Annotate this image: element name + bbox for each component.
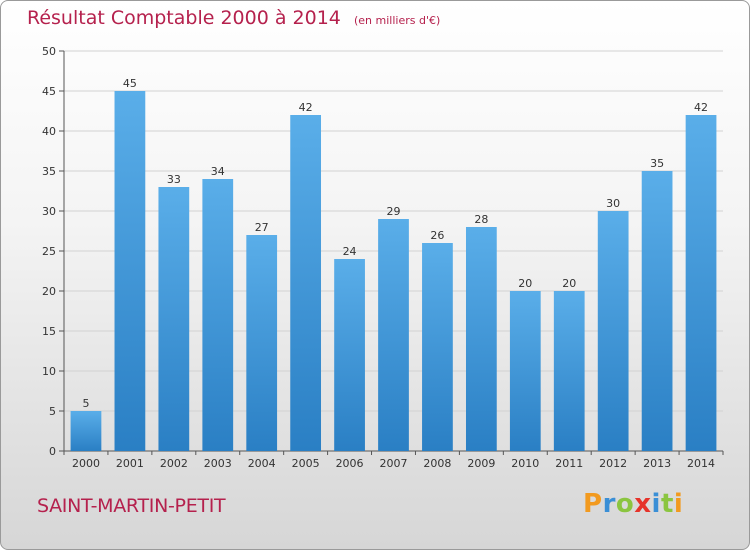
title-block: Résultat Comptable 2000 à 2014 (en milli… [27, 7, 440, 29]
data-label: 33 [167, 173, 181, 186]
logo-letter: r [602, 489, 616, 519]
chart-subtitle: (en milliers d'€) [353, 14, 441, 27]
bar [422, 243, 453, 451]
x-tick-label: 2007 [380, 457, 408, 470]
x-tick-label: 2006 [336, 457, 364, 470]
bar [685, 115, 717, 451]
logo-letter: o [615, 489, 635, 519]
bar [378, 219, 409, 451]
y-tick-label: 25 [42, 245, 56, 258]
y-tick-label: 5 [49, 405, 56, 418]
bar [597, 211, 629, 451]
bar [509, 291, 541, 451]
data-label: 20 [518, 277, 532, 290]
logo-letter: i [673, 489, 684, 519]
x-tick-label: 2013 [643, 457, 671, 470]
x-tick-label: 2005 [292, 457, 320, 470]
data-label: 27 [255, 221, 269, 234]
y-tick-label: 50 [42, 45, 56, 58]
x-tick-label: 2004 [248, 457, 276, 470]
labels: 0 5 10 15 20 25 30 35 40 45 50 5 2000 45 2001 33 2002 34 2… [42, 45, 715, 470]
logo-letter: x [634, 489, 652, 519]
bar [70, 411, 102, 451]
chart-title: Résultat Comptable 2000 à 2014 [27, 7, 341, 29]
data-label: 42 [694, 101, 708, 114]
data-label: 42 [299, 101, 313, 114]
y-tick-label: 45 [42, 85, 56, 98]
x-tick-label: 2011 [555, 457, 583, 470]
data-label: 29 [387, 205, 401, 218]
bar [334, 259, 365, 451]
data-label: 5 [82, 397, 89, 410]
x-tick-label: 2001 [116, 457, 144, 470]
y-tick-label: 40 [42, 125, 56, 138]
x-tick-label: 2014 [687, 457, 715, 470]
bar [290, 115, 322, 451]
logo-letter: i [651, 489, 661, 519]
logo-letter: P [583, 489, 603, 519]
bars [70, 91, 717, 451]
x-tick-label: 2010 [511, 457, 539, 470]
y-tick-label: 15 [42, 325, 56, 338]
data-label: 35 [650, 157, 664, 170]
y-tick-label: 10 [42, 365, 56, 378]
logo-letter: t [660, 489, 674, 519]
y-tick-label: 20 [42, 285, 56, 298]
data-label: 30 [606, 197, 620, 210]
bar [641, 171, 673, 451]
y-tick-label: 30 [42, 205, 56, 218]
bar [158, 187, 190, 451]
x-tick-label: 2000 [72, 457, 100, 470]
bar [553, 291, 585, 451]
x-tick-label: 2003 [204, 457, 232, 470]
data-label: 34 [211, 165, 225, 178]
bar [465, 227, 497, 451]
x-tick-label: 2009 [467, 457, 495, 470]
x-tick-label: 2002 [160, 457, 188, 470]
town-name: SAINT-MARTIN-PETIT [37, 495, 226, 517]
y-tick-label: 0 [49, 445, 56, 458]
x-tick-label: 2008 [423, 457, 451, 470]
bar [246, 235, 278, 451]
data-label: 26 [430, 229, 444, 242]
data-label: 24 [343, 245, 357, 258]
data-label: 20 [562, 277, 576, 290]
x-tick-label: 2012 [599, 457, 627, 470]
proxiti-logo[interactable]: Proxiti [583, 489, 683, 519]
data-label: 45 [123, 77, 137, 90]
bar [114, 91, 146, 451]
bar [202, 179, 234, 451]
y-tick-label: 35 [42, 165, 56, 178]
data-label: 28 [474, 213, 488, 226]
